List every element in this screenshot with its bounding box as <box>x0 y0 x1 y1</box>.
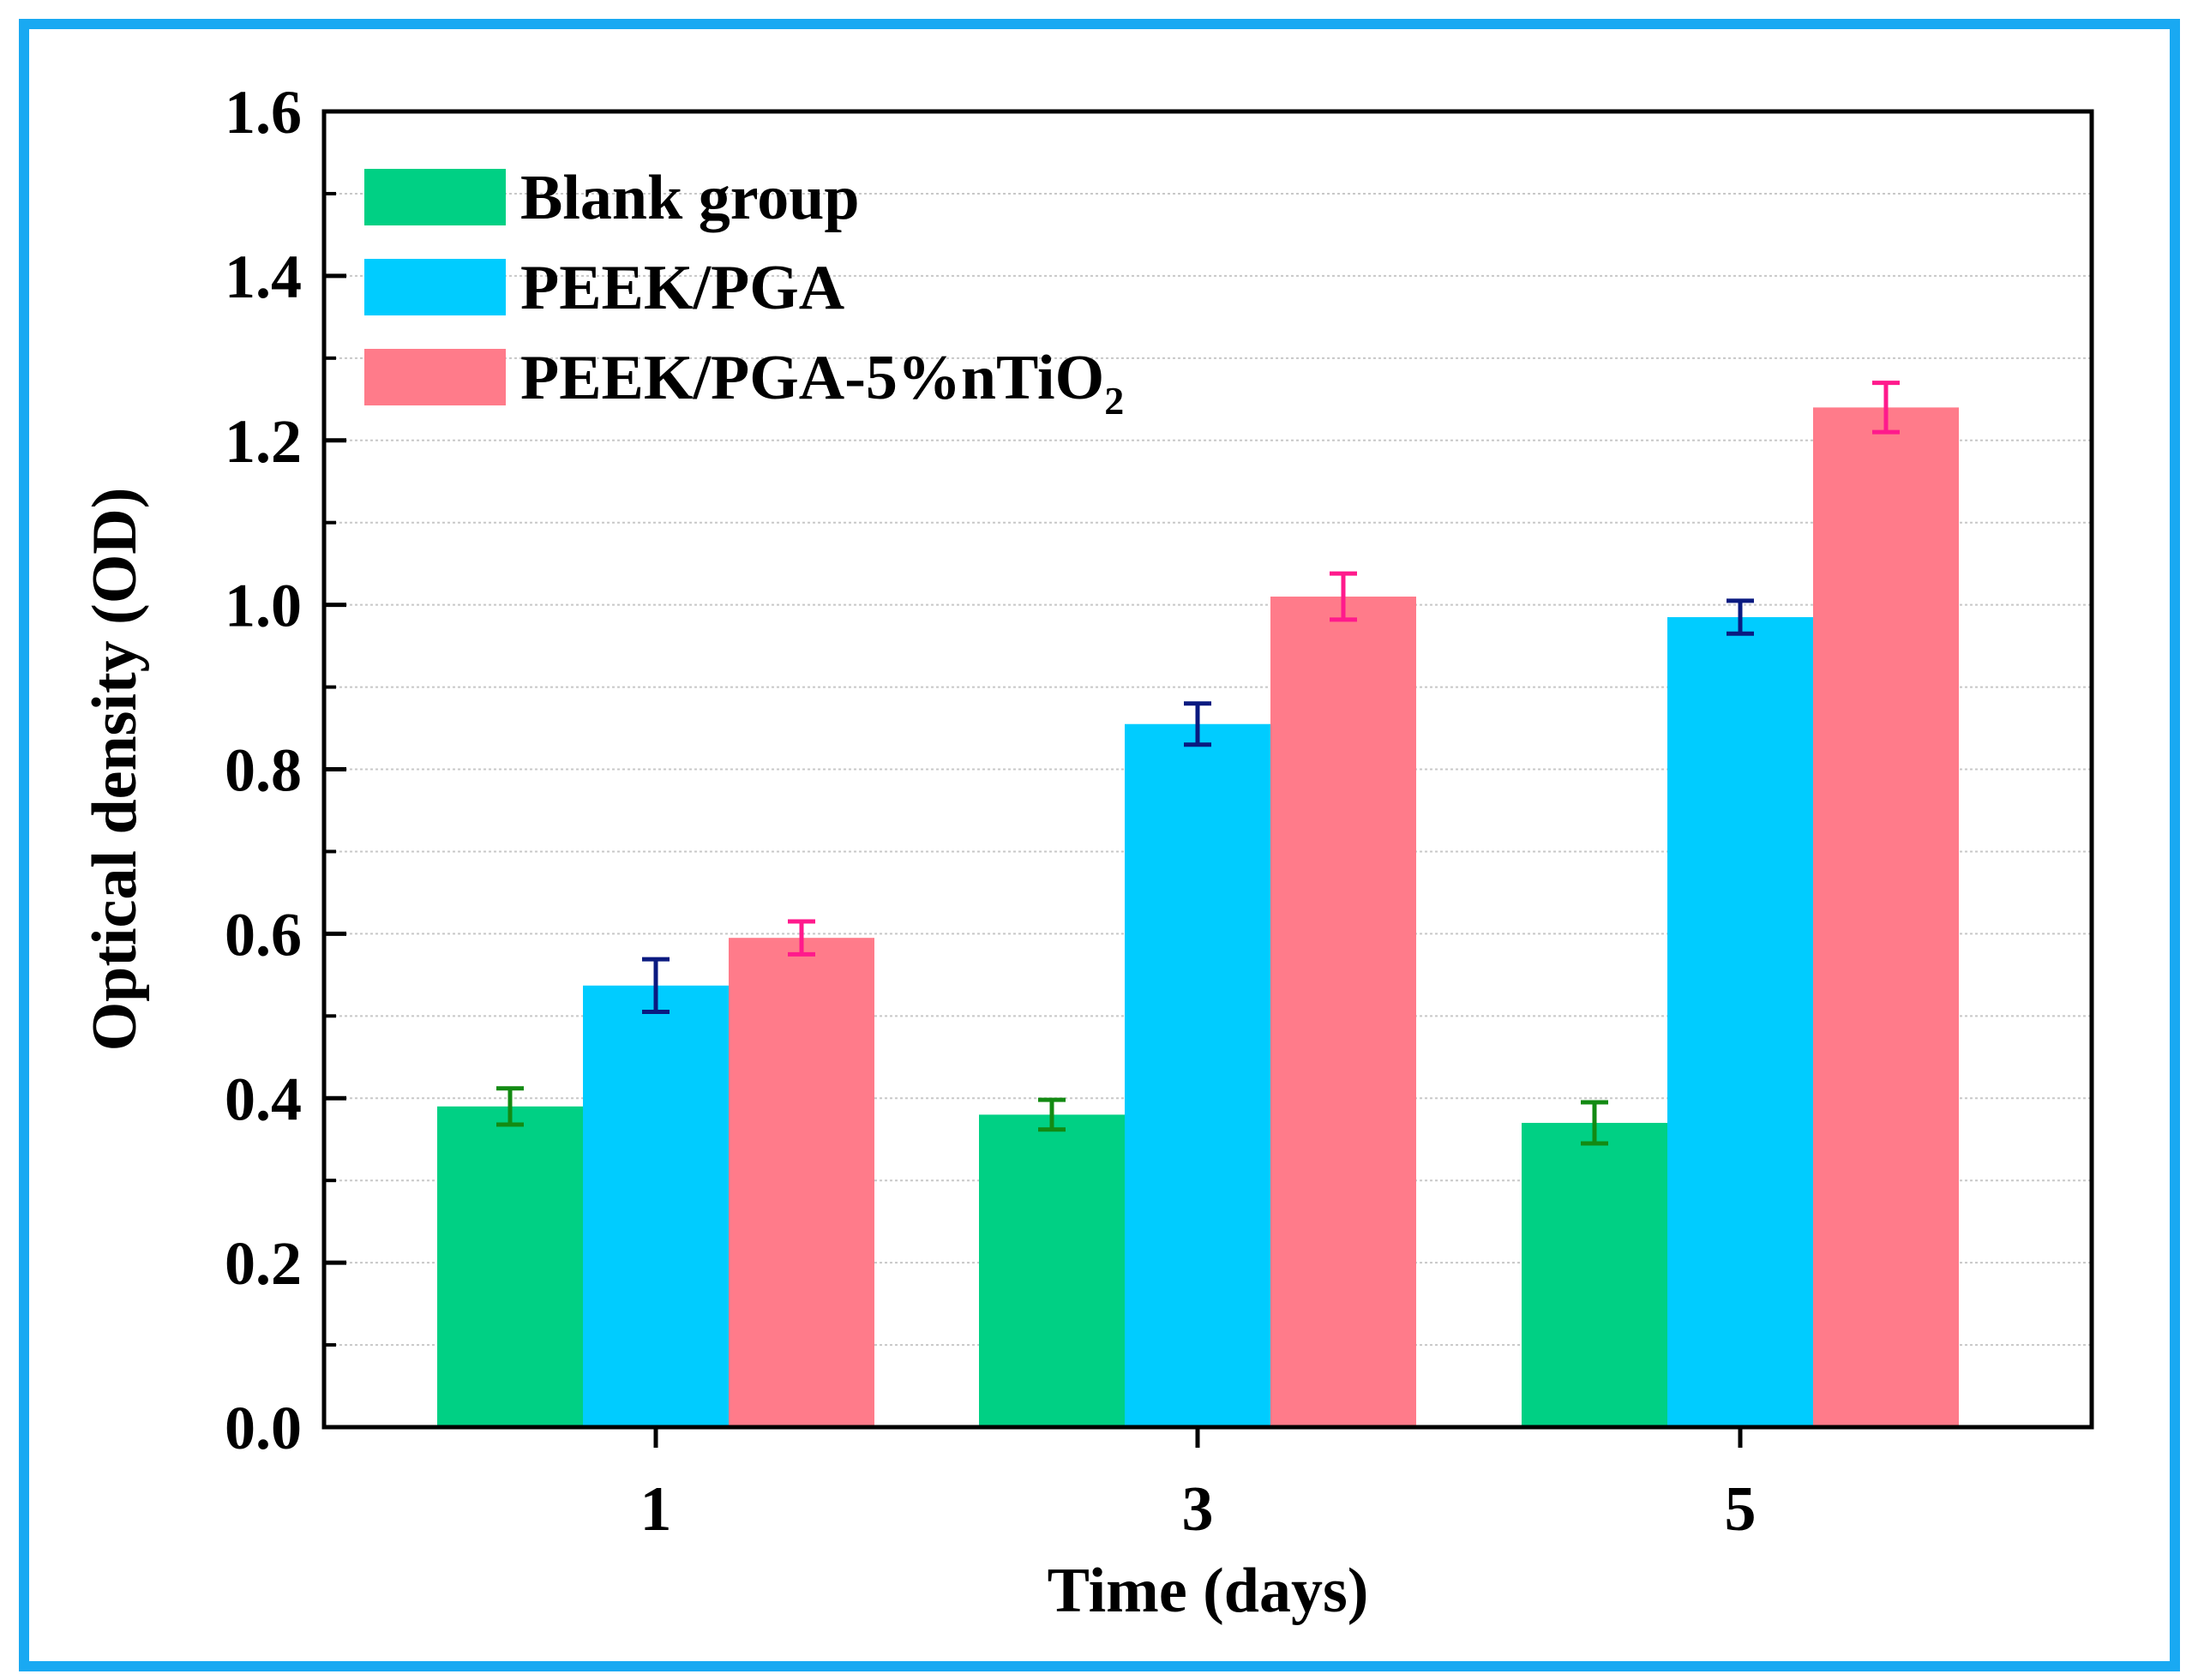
y-tick-label: 0.8 <box>225 736 302 805</box>
x-tick-label: 5 <box>1725 1474 1757 1545</box>
bar <box>1270 597 1416 1427</box>
y-axis-title: Optical density (OD) <box>80 488 150 1052</box>
bar <box>583 985 729 1427</box>
bar <box>437 1106 583 1427</box>
error-bar <box>1581 1100 1608 1146</box>
y-tick-label: 0.6 <box>225 900 302 969</box>
bar <box>979 1114 1125 1427</box>
x-axis-ticks: 1 3 5 <box>640 1427 1757 1545</box>
y-tick-label: 1.2 <box>225 407 302 476</box>
legend-label-blank-group: Blank group <box>520 163 860 233</box>
error-bar <box>642 957 670 1015</box>
error-bar <box>496 1086 524 1127</box>
error-bar <box>1038 1097 1066 1132</box>
y-axis-ticks: 0.0 0.2 0.4 0.6 0.8 1.0 1.2 1.4 1.6 <box>225 78 346 1462</box>
error-bar <box>1727 598 1754 636</box>
bar <box>1522 1123 1667 1427</box>
legend-swatch-peek-pga <box>364 259 506 315</box>
x-tick-label: 1 <box>640 1474 672 1545</box>
x-tick-label: 3 <box>1182 1474 1214 1545</box>
bars <box>437 407 1959 1427</box>
y-tick-label: 1.0 <box>225 572 302 640</box>
y-tick-label: 0.4 <box>225 1065 302 1133</box>
x-axis-title: Time (days) <box>1048 1556 1369 1626</box>
error-bar <box>1330 571 1357 622</box>
legend-label-subscript: 2 <box>1104 379 1124 423</box>
error-bar <box>788 919 815 957</box>
legend: Blank group PEEK/PGA PEEK/PGA-5%nTiO2 <box>364 163 1124 423</box>
legend-label-main: PEEK/PGA-5%nTiO <box>520 343 1104 413</box>
error-bars <box>496 381 1900 1146</box>
bar <box>729 938 874 1427</box>
error-bar <box>1872 381 1900 435</box>
error-bar <box>1184 701 1211 747</box>
legend-label-peek-pga-tio2: PEEK/PGA-5%nTiO2 <box>520 343 1124 423</box>
bar <box>1125 723 1270 1427</box>
legend-swatch-blank-group <box>364 169 506 225</box>
y-tick-label: 1.4 <box>225 243 302 311</box>
bar <box>1667 617 1813 1427</box>
legend-label-peek-pga: PEEK/PGA <box>520 253 844 323</box>
y-tick-label: 0.2 <box>225 1229 302 1298</box>
legend-swatch-peek-pga-tio2 <box>364 349 506 405</box>
y-tick-label: 0.0 <box>225 1394 302 1462</box>
bar <box>1813 407 1959 1427</box>
y-tick-label: 1.6 <box>225 78 302 147</box>
